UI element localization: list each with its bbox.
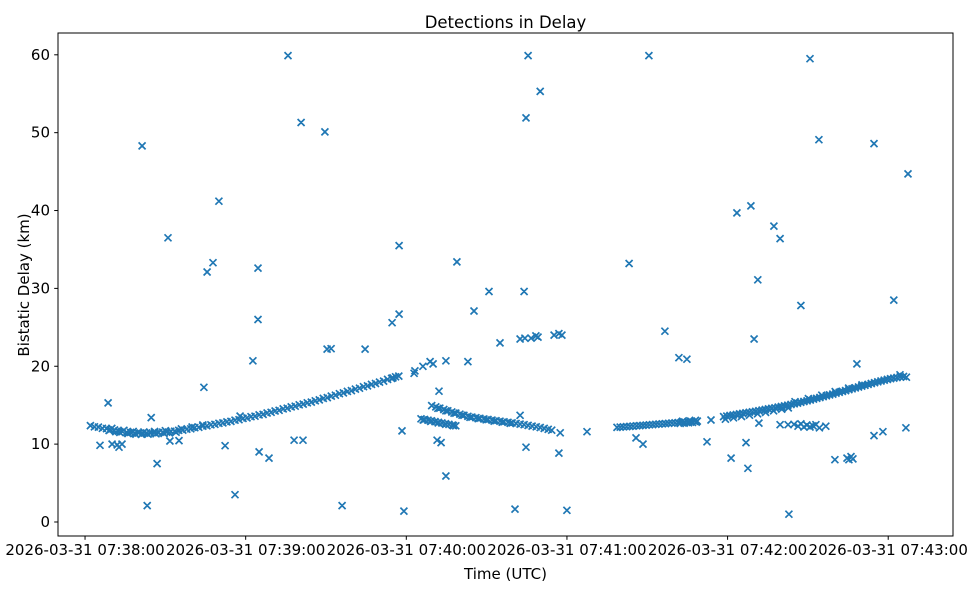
y-tick-label: 0 [40, 513, 50, 531]
y-axis-label: Bistatic Delay (km) [15, 213, 33, 357]
y-tick-label: 50 [31, 124, 50, 142]
y-tick-label: 10 [31, 435, 50, 453]
chart-title: Detections in Delay [424, 13, 587, 32]
x-tick-label: 2026-03-31 07:40:00 [327, 541, 486, 559]
x-tick-label: 2026-03-31 07:42:00 [648, 541, 807, 559]
x-axis-label: Time (UTC) [464, 565, 547, 583]
series-track-pass-4-rising-markers [719, 372, 908, 424]
x-tick-label: 2026-03-31 07:41:00 [487, 541, 646, 559]
x-tick-label: 2026-03-31 07:38:00 [5, 541, 164, 559]
y-tick-label: 20 [31, 357, 50, 375]
series-track-pass-2-descending-markers [416, 401, 556, 435]
series-track-pass-1-rising-markers [86, 371, 403, 439]
x-tick-label: 2026-03-31 07:39:00 [166, 541, 325, 559]
series-track-pass-3-flat-markers [612, 416, 702, 432]
y-tick-label: 40 [31, 202, 50, 220]
series-scattered-detections-markers [95, 51, 913, 519]
y-tick-label: 30 [31, 279, 50, 297]
x-tick-label: 2026-03-31 07:43:00 [809, 541, 968, 559]
y-tick-label: 60 [31, 46, 50, 64]
plot-spines [57, 32, 954, 537]
